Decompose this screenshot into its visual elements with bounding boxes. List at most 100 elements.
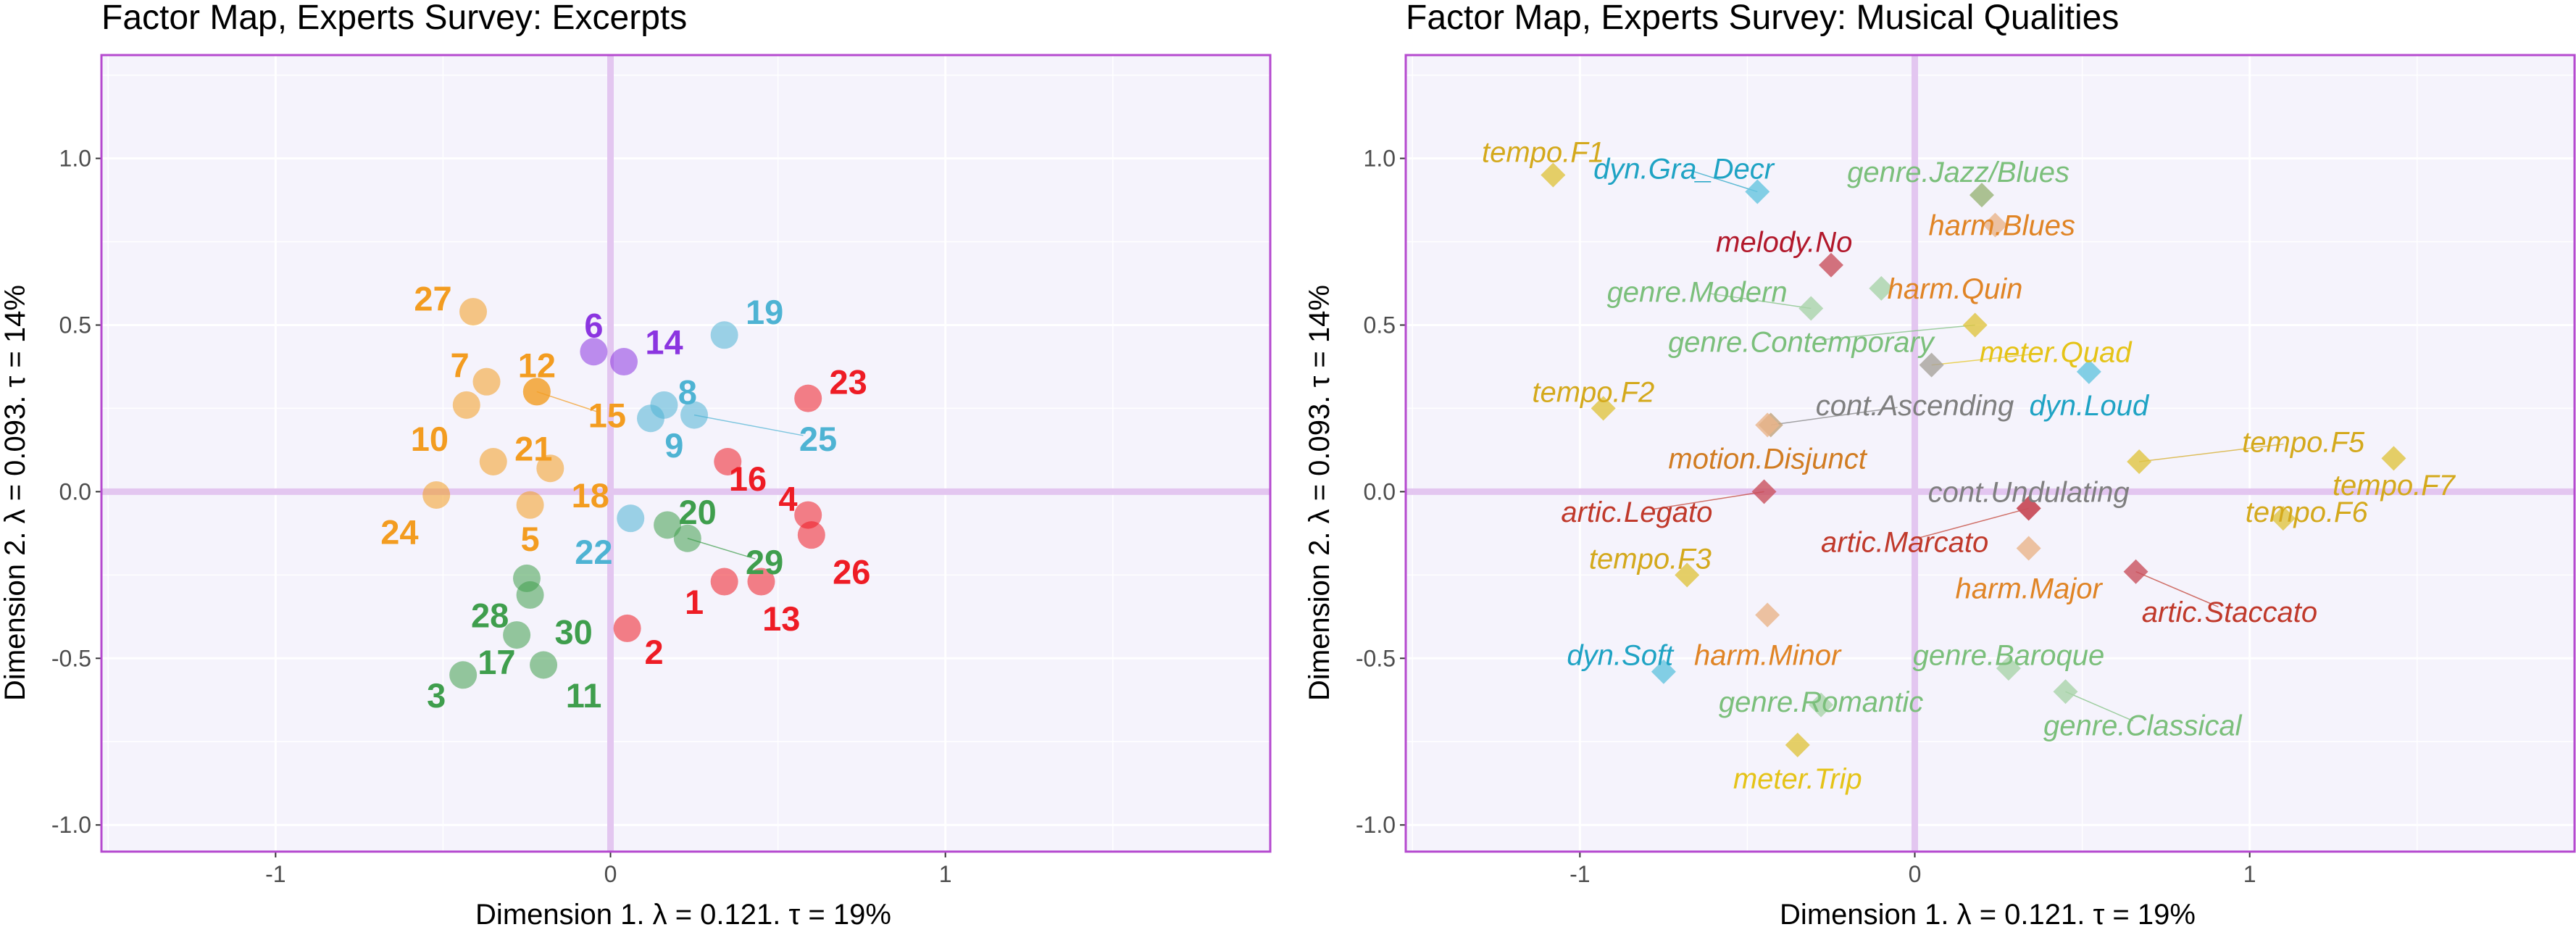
point-labels: 1234567891011121314151617181920212223242… (380, 280, 870, 715)
quality-point (1996, 656, 2021, 681)
excerpt-point (673, 524, 701, 552)
quality-label: artic.Legato (1561, 496, 1712, 528)
excerpt-label: 25 (799, 420, 837, 458)
quality-label: harm.Minor (1694, 640, 1842, 672)
excerpt-label: 17 (478, 643, 515, 681)
leader-line (2065, 691, 2134, 722)
excerpt-point (617, 504, 645, 533)
excerpt-label: 29 (746, 543, 783, 581)
quality-point (1785, 732, 1810, 757)
excerpt-label: 22 (575, 533, 612, 571)
chart-title: Factor Map, Experts Survey: Musical Qual… (1406, 0, 2119, 37)
data-points (1541, 162, 2406, 757)
excerpt-label: 5 (521, 520, 540, 558)
quality-point (1869, 275, 1894, 301)
quality-label: artic.Marcato (1821, 526, 1988, 558)
quality-label: meter.Quad (1980, 336, 2133, 368)
quality-label: tempo.F1 (1482, 136, 1604, 168)
leader-line (2135, 571, 2219, 607)
quality-label: dyn.Soft (1567, 640, 1675, 672)
quality-point (1675, 562, 1700, 588)
leader-line (1919, 507, 2029, 539)
plot-area (101, 55, 1270, 852)
excerpt-label: 28 (471, 596, 509, 635)
excerpt-label: 8 (678, 373, 697, 411)
excerpt-point (530, 651, 558, 679)
x-axis-title: Dimension 1. λ = 0.121. τ = 19% (1780, 899, 2196, 927)
excerpt-point (503, 621, 531, 649)
x-tick-label: 0 (604, 861, 617, 887)
leader-line (693, 414, 804, 436)
chart-title: Factor Map, Experts Survey: Excerpts (101, 0, 687, 37)
excerpt-label: 13 (762, 599, 800, 638)
quality-label: genre.Contemporary (1668, 326, 1936, 358)
data-points (422, 298, 825, 689)
excerpt-point (636, 404, 664, 433)
excerpt-label: 15 (588, 396, 626, 435)
quality-point (2127, 449, 2152, 474)
y-tick-label: -0.5 (1356, 645, 1396, 671)
excerpt-point (710, 568, 738, 596)
excerpt-point (714, 447, 742, 475)
excerpt-label: 4 (778, 480, 797, 518)
quality-point (1983, 212, 2008, 238)
excerpt-label: 7 (450, 346, 469, 385)
excerpt-point (472, 367, 501, 396)
x-tick-label: 1 (2243, 861, 2256, 887)
excerpt-point (710, 321, 738, 349)
quality-point (1755, 602, 1780, 628)
y-axis-title: Dimension 2. λ = 0.093. τ = 14% (1304, 285, 1335, 701)
quality-label: harm.Blues (1929, 210, 2075, 242)
excerpt-label: 20 (679, 493, 717, 531)
y-tick-label: 1.0 (1364, 146, 1396, 172)
quality-label: genre.Baroque (1913, 640, 2105, 672)
axis-ticks: -1 0 1 -1.0 -0.5 0.0 0.5 1.0 (1356, 146, 2256, 887)
quality-point (2381, 446, 2406, 471)
quality-label: genre.Classical (2043, 710, 2243, 741)
excerpt-label: 14 (645, 323, 683, 361)
quality-label: dyn.Gra_Decr (1593, 153, 1775, 185)
quality-point (2016, 536, 2041, 561)
excerpts-factor-map: Factor Map, Experts Survey: Excerpts Dim… (0, 0, 1272, 927)
quality-label: motion.Disjunct (1668, 443, 1867, 475)
quality-label: genre.Modern (1607, 276, 1788, 308)
quality-label: cont.Undulating (1928, 476, 2130, 508)
excerpt-label: 1 (685, 583, 704, 621)
quality-point (1591, 396, 1616, 421)
quality-point (2053, 679, 2078, 704)
plot-area (1406, 55, 2575, 852)
y-tick-label: -1.0 (1356, 812, 1396, 838)
quality-point (1818, 252, 1843, 278)
quality-point (1809, 692, 1834, 718)
plot-border (1404, 54, 2576, 853)
excerpt-point (516, 491, 544, 519)
excerpt-label: 19 (746, 293, 783, 331)
leader-line (1822, 324, 1975, 341)
excerpt-point (580, 338, 608, 366)
plot-border (100, 54, 1272, 853)
excerpt-label: 2 (645, 633, 664, 671)
y-tick-label: 0.0 (59, 478, 91, 504)
quality-point (1751, 479, 1777, 504)
quality-label: melody.No (1716, 227, 1852, 259)
x-tick-label: -1 (1570, 861, 1590, 887)
excerpt-label: 24 (380, 513, 418, 552)
leader-line (1770, 407, 1898, 426)
quality-label: cont.Ascending (1816, 390, 2014, 422)
excerpt-label: 23 (830, 363, 867, 402)
quality-point (1541, 162, 1566, 188)
y-axis-title: Dimension 2. λ = 0.093. τ = 14% (0, 285, 31, 701)
excerpt-point (747, 568, 775, 596)
excerpt-point (522, 378, 551, 406)
excerpt-label: 27 (414, 280, 451, 318)
quality-label: genre.Jazz/Blues (1847, 157, 2069, 188)
quality-point (2123, 559, 2148, 584)
quality-label: tempo.F3 (1589, 543, 1712, 575)
leader-line (1651, 491, 1764, 510)
quality-label: tempo.F7 (2333, 470, 2456, 502)
excerpt-label: 18 (572, 476, 609, 515)
y-tick-label: 0.0 (1364, 478, 1396, 504)
x-tick-label: 1 (939, 861, 952, 887)
